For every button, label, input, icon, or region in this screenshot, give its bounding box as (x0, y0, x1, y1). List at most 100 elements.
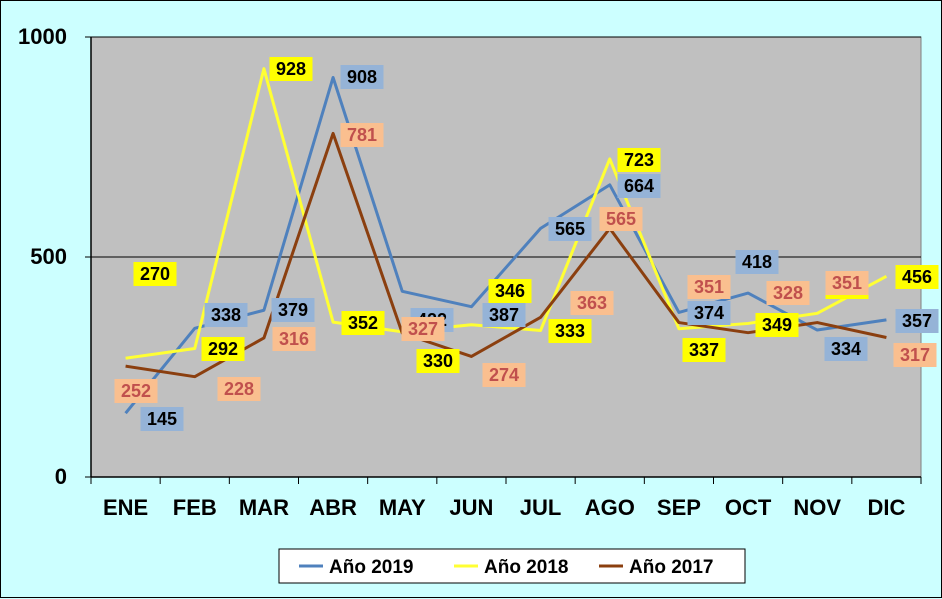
data-label: 349 (755, 313, 799, 337)
data-label-box (825, 271, 869, 295)
data-label-text: 565 (606, 209, 636, 229)
data-label-box (893, 343, 937, 367)
data-label-box (735, 250, 779, 274)
data-label-box (617, 174, 661, 198)
series-line (124, 75, 887, 415)
data-label: 387 (482, 303, 526, 327)
data-label: 374 (687, 301, 731, 325)
data-label: 781 (340, 123, 384, 147)
y-tick-label: 1000 (18, 24, 67, 49)
legend (278, 548, 746, 584)
data-label: 418 (735, 250, 779, 274)
data-label: 145 (140, 407, 184, 431)
data-label-text: 228 (224, 379, 254, 399)
data-label: 351 (825, 271, 869, 295)
data-label-box (401, 317, 445, 341)
data-label-box (895, 265, 939, 289)
data-label-box (895, 309, 939, 333)
data-label-box (416, 349, 460, 373)
data-label: 565 (599, 207, 643, 231)
x-tick-label: MAR (239, 495, 289, 520)
data-label: 337 (682, 338, 726, 362)
data-label-box (617, 148, 661, 172)
data-label-box (271, 298, 315, 322)
data-label: 456 (895, 265, 939, 289)
data-label-text: 357 (902, 311, 932, 331)
data-label: 928 (269, 57, 313, 81)
x-tick-label: DIC (867, 495, 905, 520)
data-label: 334 (824, 337, 868, 361)
data-label: 274 (482, 363, 526, 387)
data-label: 338 (204, 303, 248, 327)
data-label-text: 317 (900, 345, 930, 365)
data-label-box (599, 207, 643, 231)
data-label-text: 346 (495, 281, 525, 301)
data-label-box (570, 291, 614, 315)
data-label: 270 (133, 262, 177, 286)
data-label-text: 723 (624, 150, 654, 170)
data-label-text: 363 (577, 293, 607, 313)
data-label-text: 379 (278, 300, 308, 320)
data-label-box (133, 262, 177, 286)
data-label: 346 (488, 279, 532, 303)
data-label-box (217, 377, 261, 401)
data-label-text: 316 (279, 329, 309, 349)
x-tick-label: ENE (103, 495, 148, 520)
data-label-text: 781 (347, 125, 377, 145)
data-label-text: 337 (689, 340, 719, 360)
data-label-box (201, 337, 245, 361)
data-label: 363 (570, 291, 614, 315)
data-label-box (824, 337, 868, 361)
data-label: 292 (201, 337, 245, 361)
data-label: 327 (401, 317, 445, 341)
x-tick-label: OCT (725, 495, 772, 520)
data-label-text: 338 (211, 305, 241, 325)
data-label: 664 (617, 174, 661, 198)
data-label-box (341, 311, 385, 335)
data-label-text: 292 (208, 339, 238, 359)
data-label-text: 351 (832, 273, 862, 293)
data-label-text: 334 (831, 339, 861, 359)
data-label-text: 418 (742, 252, 772, 272)
data-label-box (140, 407, 184, 431)
data-label-box (548, 217, 592, 241)
x-tick-label: AGO (585, 495, 635, 520)
data-label: 228 (217, 377, 261, 401)
data-label: 357 (895, 309, 939, 333)
data-label-box (687, 301, 731, 325)
x-tick-label: JUL (520, 495, 562, 520)
data-label-text: 351 (694, 277, 724, 297)
data-label-box (340, 123, 384, 147)
data-label-box (114, 379, 158, 403)
data-label-text: 330 (423, 351, 453, 371)
data-label-box (482, 363, 526, 387)
data-label-box (482, 303, 526, 327)
data-label-text: 327 (408, 319, 438, 339)
data-label-text: 349 (762, 315, 792, 335)
data-label-text: 145 (147, 409, 177, 429)
y-tick-label: 500 (30, 244, 67, 269)
legend-label: Año 2017 (629, 557, 713, 578)
data-label-box (755, 313, 799, 337)
data-label: 316 (272, 327, 316, 351)
data-label-text: 352 (348, 313, 378, 333)
data-label-box (272, 327, 316, 351)
x-tick-label: ABR (309, 495, 357, 520)
data-label-box (548, 319, 592, 343)
data-label-text: 928 (276, 59, 306, 79)
data-label-box (340, 65, 384, 89)
data-label-text: 333 (555, 321, 585, 341)
legend-label: Año 2018 (484, 557, 568, 578)
data-label: 252 (114, 379, 158, 403)
x-tick-label: NOV (793, 495, 841, 520)
data-label-text: 908 (347, 67, 377, 87)
legend-label: Año 2019 (329, 557, 413, 578)
data-label-text: 456 (902, 267, 932, 287)
data-label-text: 664 (624, 176, 654, 196)
data-label-text: 387 (489, 305, 519, 325)
data-label: 723 (617, 148, 661, 172)
x-tick-label: JUN (449, 495, 493, 520)
data-label-text: 565 (555, 219, 585, 239)
data-label-text: 374 (694, 303, 724, 323)
